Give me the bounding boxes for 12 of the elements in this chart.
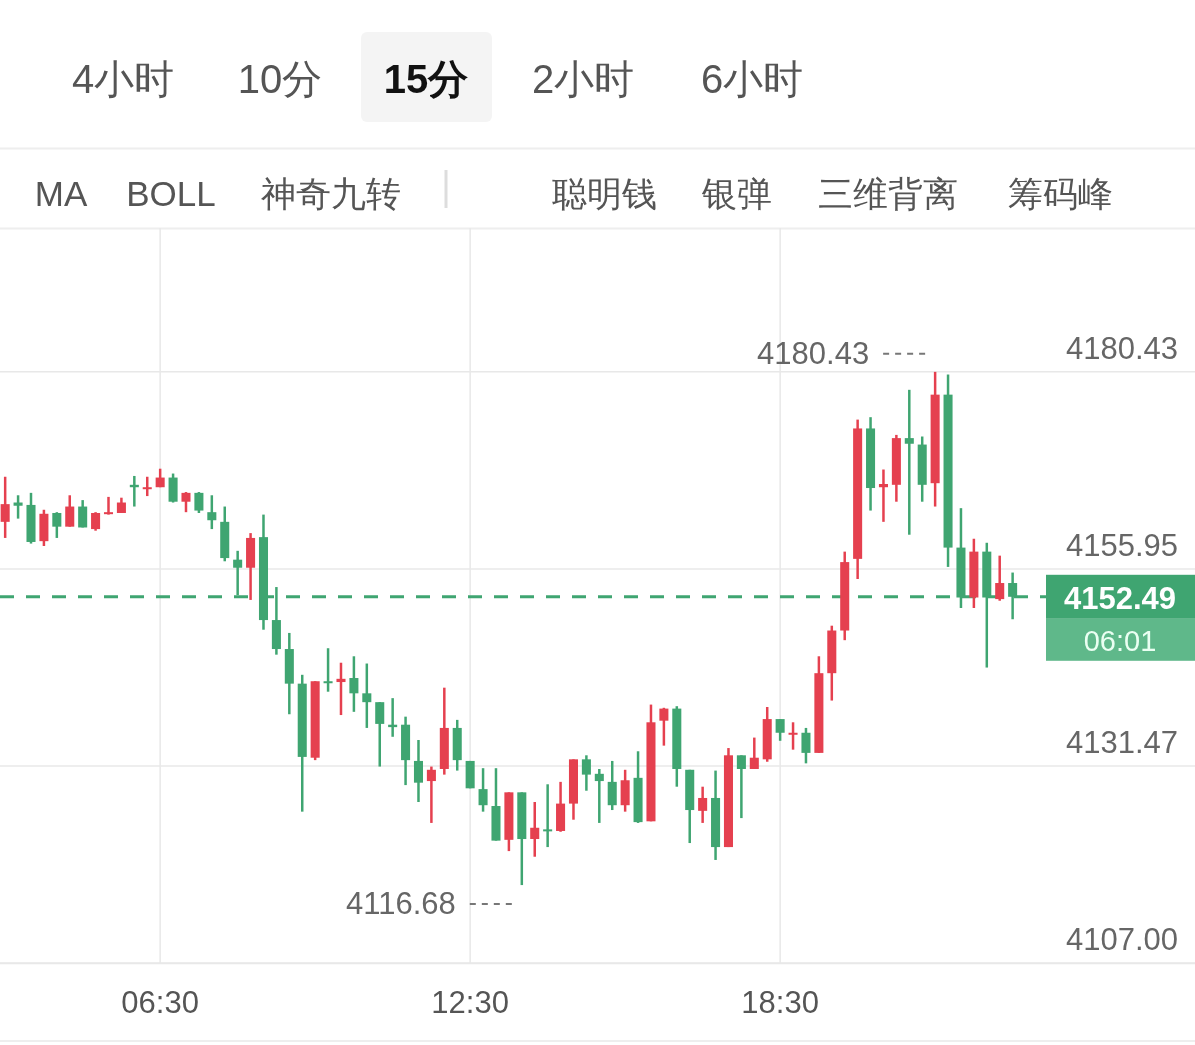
x-tick-label: 12:30 [431, 985, 509, 1020]
annotation: 06:01 [1083, 624, 1157, 657]
y-tick-label: 4131.47 [1065, 725, 1178, 761]
annotation: 4180.43 [757, 335, 870, 371]
ref-line-label: 4152.49 [1063, 580, 1177, 616]
x-tick-label: 18:30 [741, 985, 819, 1020]
y-tick-label: 4155.95 [1065, 527, 1178, 563]
y-tick-label: 4180.43 [1065, 330, 1178, 366]
y-tick-label: 4107.00 [1065, 922, 1178, 957]
x-tick-label: 06:30 [121, 985, 199, 1020]
annotation: 4116.68 [346, 886, 456, 922]
toolbar: 4小时 10分 15分 2小时 6小时 MA BOLL 神奇九转 聪明钱 银弹 三维背离 筹码峰 [34, 32, 1113, 213]
